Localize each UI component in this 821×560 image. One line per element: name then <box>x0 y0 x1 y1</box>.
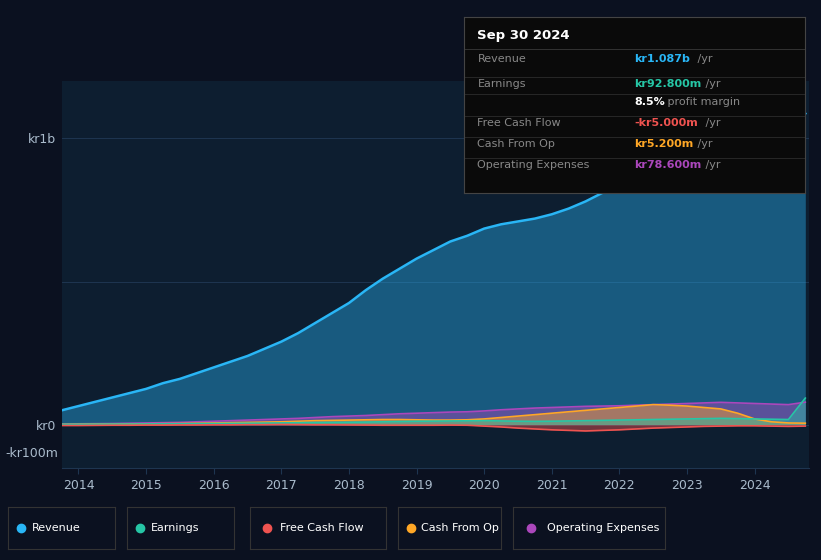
Text: /yr: /yr <box>702 118 720 128</box>
Text: kr78.600m: kr78.600m <box>635 160 701 170</box>
Text: 8.5%: 8.5% <box>635 97 665 107</box>
Text: kr92.800m: kr92.800m <box>635 79 701 89</box>
Text: Operating Expenses: Operating Expenses <box>547 523 659 533</box>
Text: /yr: /yr <box>702 79 720 89</box>
Text: -kr100m: -kr100m <box>5 447 57 460</box>
Text: kr5.200m: kr5.200m <box>635 139 694 149</box>
Text: Revenue: Revenue <box>478 54 526 64</box>
Text: profit margin: profit margin <box>664 97 741 107</box>
Text: Sep 30 2024: Sep 30 2024 <box>478 29 570 42</box>
Text: Operating Expenses: Operating Expenses <box>478 160 589 170</box>
Text: Free Cash Flow: Free Cash Flow <box>280 523 364 533</box>
Text: Cash From Op: Cash From Op <box>421 523 498 533</box>
Text: /yr: /yr <box>702 160 720 170</box>
Text: Free Cash Flow: Free Cash Flow <box>478 118 561 128</box>
Text: Earnings: Earnings <box>151 523 200 533</box>
Text: /yr: /yr <box>695 139 713 149</box>
Text: Earnings: Earnings <box>478 79 526 89</box>
Text: -kr5.000m: -kr5.000m <box>635 118 698 128</box>
Text: /yr: /yr <box>695 54 713 64</box>
Text: Cash From Op: Cash From Op <box>478 139 555 149</box>
Text: kr1.087b: kr1.087b <box>635 54 690 64</box>
Text: Revenue: Revenue <box>32 523 80 533</box>
